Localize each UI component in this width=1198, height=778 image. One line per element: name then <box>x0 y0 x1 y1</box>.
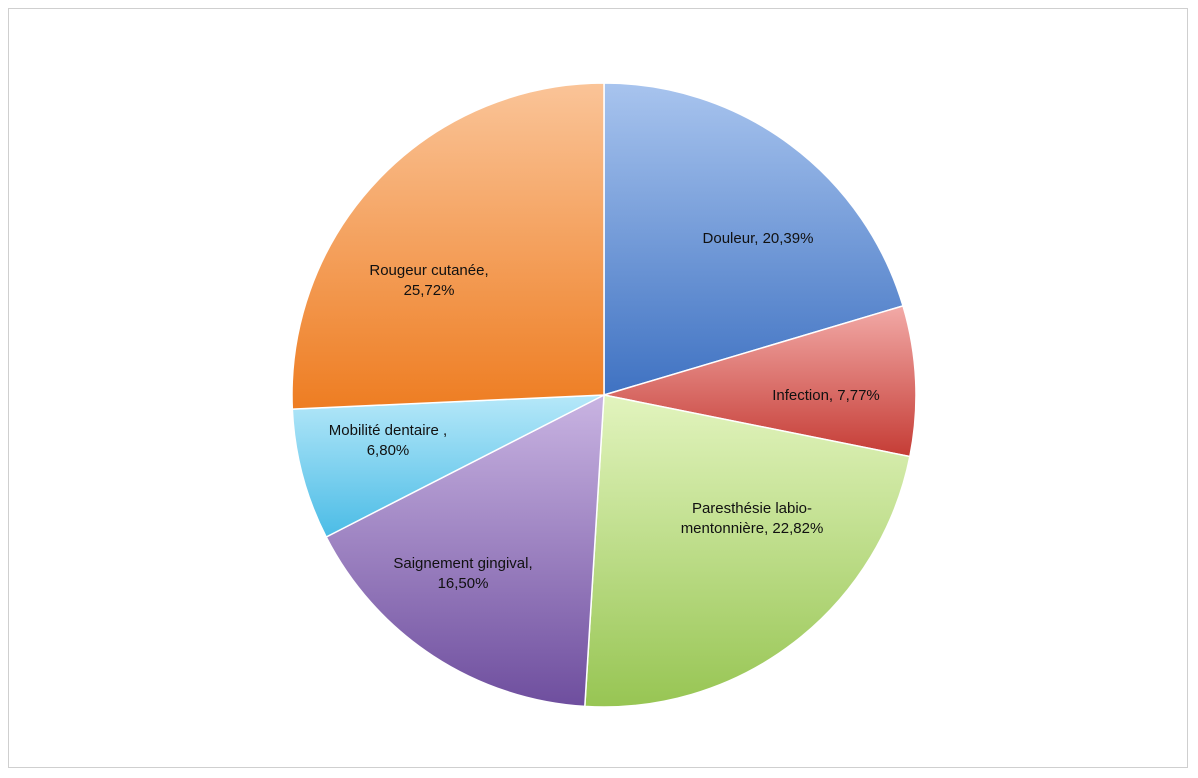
slice-label-3: Saignement gingival, 16,50% <box>393 555 532 592</box>
slice-label-1: Infection, 7,77% <box>772 387 880 404</box>
slices-layer <box>291 82 917 708</box>
slice-label-line: 25,72% <box>404 282 455 299</box>
slice-label-line: Mobilité dentaire , <box>329 422 447 439</box>
slice-label-2: Paresthésie labio-mentonnière, 22,82% <box>681 500 824 537</box>
slice-label-4: Mobilité dentaire , 6,80% <box>329 422 447 459</box>
slice-label-line: 6,80% <box>367 442 410 459</box>
slice-label-line: Saignement gingival, <box>393 555 532 572</box>
labels-layer: Douleur, 20,39% Infection, 7,77% Paresthés… <box>329 230 880 592</box>
pie-slice-5 <box>291 82 605 410</box>
slice-label-0: Douleur, 20,39% <box>703 230 814 247</box>
slice-label-line: Paresthésie labio- <box>692 500 812 517</box>
slice-label-line: Infection, 7,77% <box>772 387 880 404</box>
slice-label-line: 16,50% <box>438 575 489 592</box>
slice-label-5: Rougeur cutanée, 25,72% <box>369 262 488 299</box>
pie-slice-3 <box>325 393 605 708</box>
slice-label-line: Rougeur cutanée, <box>369 262 488 279</box>
pie-slice-4 <box>291 394 605 538</box>
pie-slice-1 <box>603 304 917 458</box>
pie-slice-2 <box>584 394 911 708</box>
slice-label-line: mentonnière, 22,82% <box>681 520 824 537</box>
pie-slice-0 <box>603 82 904 397</box>
slice-label-line: Douleur, 20,39% <box>703 230 814 247</box>
